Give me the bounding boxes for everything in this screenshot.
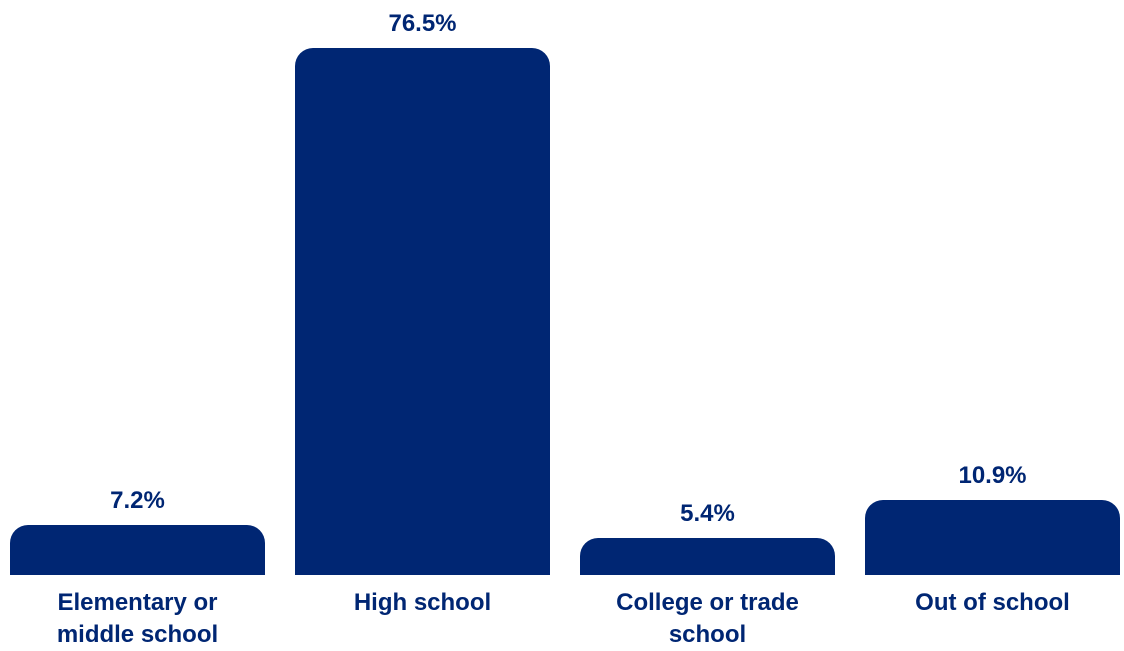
x-tick-label: High school (353, 589, 492, 616)
x-tick-label: College or trade school (616, 589, 799, 648)
bar (865, 499, 1120, 575)
value-label: 10.9% (958, 461, 1027, 489)
bar (295, 48, 550, 575)
value-label: 5.4% (680, 499, 735, 527)
value-label: 7.2% (110, 487, 165, 515)
x-tick-label: Out of school (915, 589, 1070, 616)
bar (10, 525, 265, 575)
x-tick-label: Elementary or middle school (56, 589, 219, 648)
bar (580, 537, 835, 575)
value-label: 76.5% (388, 10, 457, 37)
